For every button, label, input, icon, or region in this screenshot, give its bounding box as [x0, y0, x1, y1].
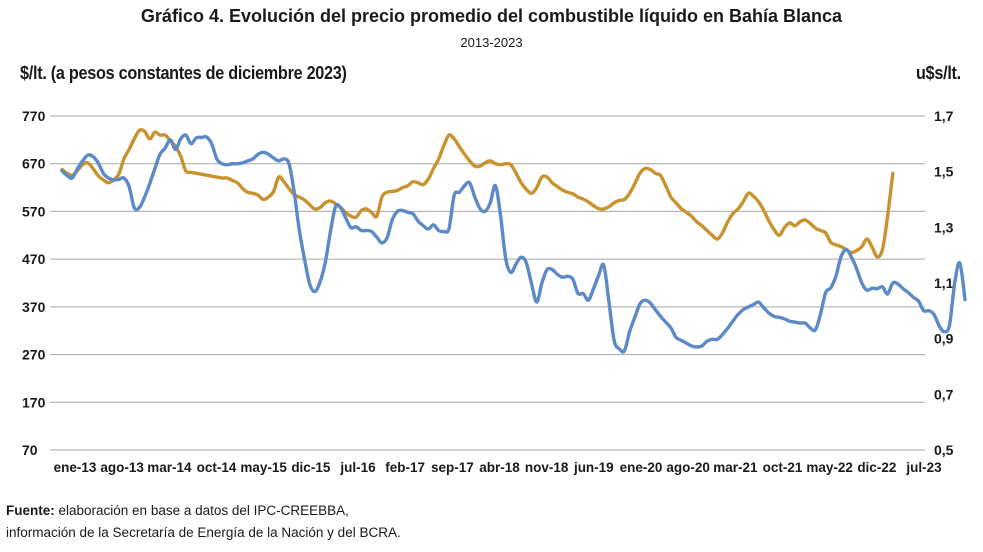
x-axis-ticks: ene-13 ago-13 mar-14 oct-14 may-15 dic-15 jul-…	[54, 460, 943, 475]
x-tick-label: jul-23	[905, 460, 942, 475]
y-axis-left-ticks: 70 170 270 370 470 570 670 770	[22, 108, 46, 458]
x-tick-label: may-22	[806, 460, 853, 475]
chart-title: Gráfico 4. Evolución del precio promedio…	[140, 6, 843, 26]
series-line-1	[60, 127, 895, 259]
footer-source-label: Fuente:	[6, 503, 55, 518]
y-tick-right-label: 0,9	[934, 331, 954, 347]
footer-source-text: elaboración en base a datos del IPC-CREE…	[54, 503, 349, 518]
x-tick-label: oct-14	[197, 460, 237, 475]
y-axis-left-label: $/lt. (a pesos constantes de diciembre 2…	[20, 63, 347, 83]
x-tick-label: abr-18	[479, 460, 520, 475]
y-tick-left-label: 670	[22, 156, 46, 172]
y-tick-right-label: 1,3	[934, 219, 954, 235]
y-axis-right-ticks: 0,5 0,7 0,9 1,1 1,3 1,5 1,7	[934, 108, 954, 458]
series-lines	[60, 127, 967, 354]
x-tick-label: oct-21	[763, 460, 803, 475]
x-tick-label: mar-14	[147, 460, 192, 475]
y-tick-left-label: 170	[22, 394, 46, 410]
series-line-2	[60, 133, 967, 354]
x-tick-label: ago-13	[100, 460, 144, 475]
y-axis-right-label: u$s/lt.	[916, 63, 961, 83]
chart-footer: Fuente: elaboración en base a datos del …	[6, 500, 401, 544]
y-tick-left-label: 70	[22, 442, 38, 458]
y-tick-left-label: 270	[22, 347, 46, 363]
y-tick-left-label: 470	[22, 251, 46, 267]
x-tick-label: may-15	[240, 460, 287, 475]
y-tick-right-label: 1,7	[934, 108, 954, 124]
x-tick-label: mar-21	[713, 460, 758, 475]
y-tick-left-label: 570	[22, 203, 46, 219]
y-tick-right-label: 1,5	[934, 164, 954, 180]
x-tick-label: jul-16	[339, 460, 376, 475]
x-tick-label: sep-17	[431, 460, 474, 475]
x-tick-label: jun-19	[573, 460, 614, 475]
x-tick-label: ene-20	[620, 460, 663, 475]
x-tick-label: dic-15	[291, 460, 331, 475]
footer-source-line2: información de la Secretaría de Energía …	[6, 525, 401, 540]
gridlines	[50, 115, 925, 451]
y-tick-right-label: 1,1	[934, 275, 954, 291]
chart-subtitle: 2013-2023	[460, 35, 523, 50]
y-tick-left-label: 370	[22, 299, 46, 315]
y-tick-right-label: 0,7	[934, 386, 954, 402]
x-tick-label: ene-13	[54, 460, 97, 475]
x-tick-label: dic-22	[857, 460, 896, 475]
x-tick-label: ago-20	[666, 460, 710, 475]
x-tick-label: feb-17	[385, 460, 425, 475]
y-tick-right-label: 0,5	[934, 442, 954, 458]
x-tick-label: nov-18	[525, 460, 569, 475]
y-tick-left-label: 770	[22, 108, 46, 124]
